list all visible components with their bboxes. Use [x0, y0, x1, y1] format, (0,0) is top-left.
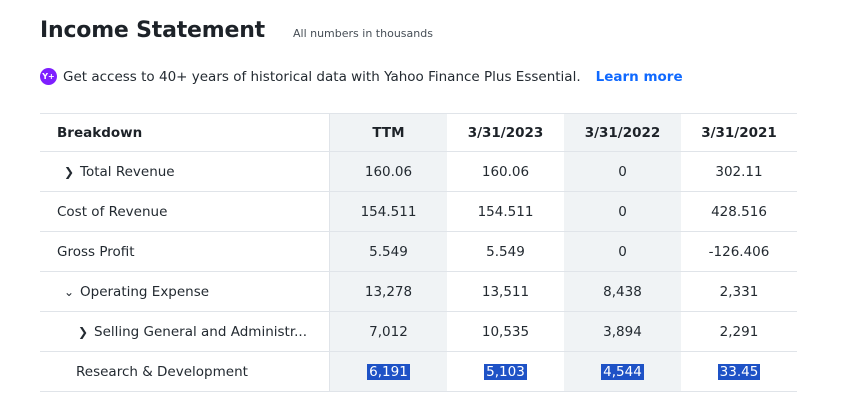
table-cell: 13,278	[330, 272, 447, 311]
selected-text: 5,103	[484, 363, 527, 380]
table-cell: 8,438	[564, 272, 681, 311]
learn-more-link[interactable]: Learn more	[595, 68, 683, 85]
table-cell: 13,511	[481, 283, 530, 300]
table-cell: 160.06	[481, 163, 530, 180]
table-cell: 428.516	[711, 203, 767, 220]
column-header-2023: 3/31/2023	[467, 124, 544, 141]
table-cell: 3,894	[564, 312, 681, 351]
table-cell: 0	[564, 152, 681, 191]
page-title: Income Statement	[40, 18, 265, 43]
table-header-row: Breakdown TTM 3/31/2023 3/31/2022 3/31/2…	[40, 113, 797, 152]
table-cell: 5.549	[330, 232, 447, 271]
table-cell: 6,191	[330, 352, 447, 391]
column-header-ttm: TTM	[330, 114, 447, 151]
table-cell: 154.511	[477, 203, 534, 220]
row-label-text: Total Revenue	[80, 163, 175, 180]
selected-text: 4,544	[601, 363, 644, 380]
table-cell: 10,535	[481, 323, 530, 340]
row-label[interactable]: ❯ Total Revenue	[40, 152, 330, 191]
table-cell: 5.549	[486, 243, 525, 260]
row-label-text: Selling General and Administr...	[94, 323, 308, 340]
table-row-total-revenue: ❯ Total Revenue 160.06 160.06 0 302.11	[40, 152, 797, 192]
promo-text: Get access to 40+ years of historical da…	[63, 68, 581, 85]
selected-text: 6,191	[367, 363, 410, 380]
yahoo-plus-icon: Y+	[40, 68, 57, 85]
table-cell: 0	[564, 192, 681, 231]
income-statement-table: Breakdown TTM 3/31/2023 3/31/2022 3/31/2…	[40, 113, 797, 392]
table-row-gross-profit: Gross Profit 5.549 5.549 0 -126.406	[40, 232, 797, 272]
column-header-breakdown: Breakdown	[40, 114, 330, 151]
row-label: Gross Profit	[40, 232, 330, 271]
column-header-2021: 3/31/2021	[701, 124, 777, 141]
chevron-right-icon[interactable]: ❯	[63, 164, 75, 179]
chevron-right-icon[interactable]: ❯	[77, 324, 89, 339]
table-row-operating-expense: ⌄ Operating Expense 13,278 13,511 8,438 …	[40, 272, 797, 312]
row-label[interactable]: ⌄ Operating Expense	[40, 272, 330, 311]
table-cell: 160.06	[330, 152, 447, 191]
table-cell: 0	[564, 232, 681, 271]
row-label-text: Operating Expense	[80, 283, 210, 300]
table-row-sga: ❯ Selling General and Administr... 7,012…	[40, 312, 797, 352]
table-row-cost-of-revenue: Cost of Revenue 154.511 154.511 0 428.51…	[40, 192, 797, 232]
table-cell: 5,103	[447, 352, 564, 391]
units-note: All numbers in thousands	[292, 27, 433, 40]
row-label: Research & Development	[40, 352, 330, 391]
table-cell: 154.511	[330, 192, 447, 231]
row-label: Cost of Revenue	[40, 192, 330, 231]
selected-text: 33.45	[717, 363, 761, 380]
row-label[interactable]: ❯ Selling General and Administr...	[40, 312, 330, 351]
table-cell: -126.406	[708, 243, 770, 260]
page-header: Income Statement All numbers in thousand…	[40, 18, 433, 43]
promo-banner: Y+ Get access to 40+ years of historical…	[40, 68, 683, 85]
table-cell: 4,544	[564, 352, 681, 391]
table-row-research-development: Research & Development 6,191 5,103 4,544…	[40, 352, 797, 392]
chevron-down-icon[interactable]: ⌄	[63, 284, 75, 299]
column-header-2022: 3/31/2022	[564, 114, 681, 151]
table-cell: 2,331	[719, 283, 759, 300]
table-cell: 2,291	[719, 323, 759, 340]
table-cell: 33.45	[681, 352, 797, 391]
table-cell: 302.11	[715, 163, 763, 180]
table-cell: 7,012	[330, 312, 447, 351]
